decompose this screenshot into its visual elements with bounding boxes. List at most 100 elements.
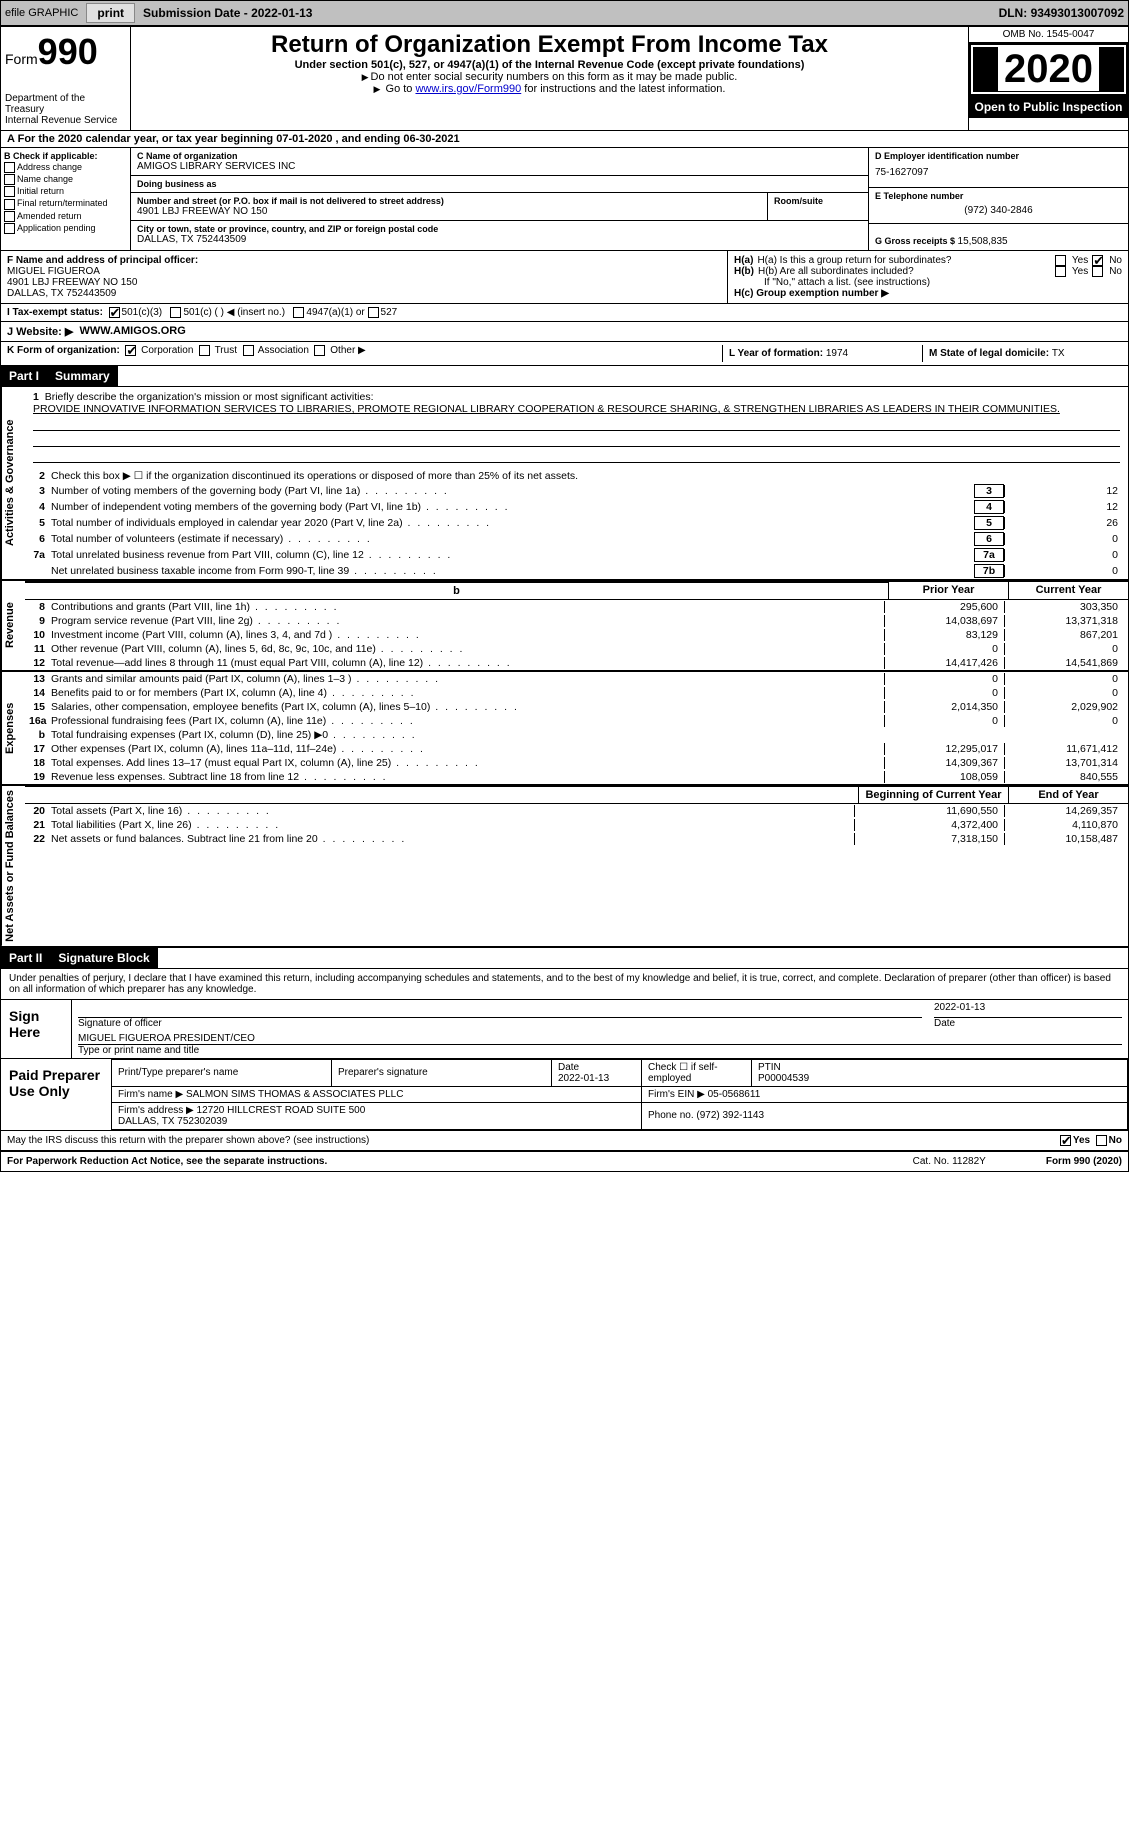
summary-line: 4Number of independent voting members of… [25, 499, 1128, 515]
expenses-section: Expenses 13Grants and similar amounts pa… [1, 670, 1128, 784]
summary-line: 20Total assets (Part X, line 16)11,690,5… [25, 804, 1128, 818]
website-label: J Website: ▶ [7, 325, 73, 338]
name-label: C Name of organization [137, 151, 862, 161]
cb-4947[interactable] [293, 307, 304, 318]
prep-name-label: Print/Type preparer's name [118, 1067, 325, 1078]
hb-no-checkbox[interactable] [1092, 266, 1103, 277]
summary-line: 14Benefits paid to or for members (Part … [25, 686, 1128, 700]
page-footer: For Paperwork Reduction Act Notice, see … [1, 1152, 1128, 1171]
cb-501c[interactable] [170, 307, 181, 318]
ein-label: D Employer identification number [875, 151, 1122, 161]
header-left: Form990 Department of the TreasuryIntern… [1, 27, 131, 130]
line-a: A For the 2020 calendar year, or tax yea… [1, 131, 1128, 148]
box-b-option[interactable]: Amended return [4, 211, 127, 222]
header-center: Return of Organization Exempt From Incom… [131, 27, 968, 130]
cb-corp[interactable] [125, 345, 136, 356]
side-governance: Activities & Governance [1, 387, 25, 579]
addr-value: 4901 LBJ FREEWAY NO 150 [137, 206, 761, 217]
firm-phone: (972) 392-1143 [696, 1110, 764, 1121]
summary-line: 19Revenue less expenses. Subtract line 1… [25, 770, 1128, 784]
room-label: Room/suite [774, 196, 862, 206]
discuss-no-checkbox[interactable] [1096, 1135, 1107, 1146]
cb-501c3[interactable] [109, 307, 120, 318]
dept-label: Department of the TreasuryInternal Reven… [5, 93, 126, 126]
cb-527[interactable] [368, 307, 379, 318]
officer-addr1: 4901 LBJ FREEWAY NO 150 [7, 277, 721, 288]
website-value: WWW.AMIGOS.ORG [79, 325, 185, 338]
print-button[interactable]: print [86, 3, 135, 23]
efile-label: efile GRAPHIC [5, 7, 78, 19]
begin-year-hdr: Beginning of Current Year [858, 787, 1008, 803]
discuss-yes-checkbox[interactable] [1060, 1135, 1071, 1146]
summary-line: 3Number of voting members of the governi… [25, 483, 1128, 499]
cb-assoc[interactable] [243, 345, 254, 356]
dba-label: Doing business as [137, 179, 862, 189]
line-2: Check this box ▶ ☐ if the organization d… [51, 470, 1124, 482]
org-name: AMIGOS LIBRARY SERVICES INC [137, 161, 862, 172]
box-b-option[interactable]: Address change [4, 162, 127, 173]
sig-officer-label: Signature of officer [78, 1018, 922, 1029]
firm-ein: 05-0568611 [708, 1089, 761, 1100]
self-employed: Check ☐ if self-employed [642, 1059, 752, 1086]
hc-label: H(c) Group exemption number ▶ [734, 288, 889, 299]
sign-here-label: Sign Here [1, 1000, 71, 1058]
pra-notice: For Paperwork Reduction Act Notice, see … [7, 1156, 913, 1167]
summary-line: 22Net assets or fund balances. Subtract … [25, 832, 1128, 846]
summary-line: 16aProfessional fundraising fees (Part I… [25, 714, 1128, 728]
omb-number: OMB No. 1545-0047 [969, 27, 1128, 43]
end-year-hdr: End of Year [1008, 787, 1128, 803]
box-b-header: B Check if applicable: [4, 151, 127, 161]
summary-line: 5Total number of individuals employed in… [25, 515, 1128, 531]
header-right: OMB No. 1545-0047 2020 Open to Public In… [968, 27, 1128, 130]
date-label: Date [934, 1018, 1122, 1029]
box-b-option[interactable]: Final return/terminated [4, 198, 127, 209]
box-m: M State of legal domicile: TX [922, 345, 1122, 362]
mission-block: 1 Briefly describe the organization's mi… [25, 387, 1128, 469]
ha-yes-checkbox[interactable] [1055, 255, 1066, 266]
side-expenses: Expenses [1, 672, 25, 784]
gross-label: G Gross receipts $ [875, 236, 958, 246]
row-i: I Tax-exempt status: 501(c)(3) 501(c) ( … [1, 304, 1128, 322]
row-j: J Website: ▶ WWW.AMIGOS.ORG [1, 322, 1128, 342]
summary-line: 7aTotal unrelated business revenue from … [25, 547, 1128, 563]
prep-sig-label: Preparer's signature [338, 1067, 545, 1078]
hb-label: H(b) Are all subordinates included? [758, 266, 1051, 277]
summary-line: bTotal fundraising expenses (Part IX, co… [25, 728, 1128, 742]
governance-section: Activities & Governance 1 Briefly descri… [1, 387, 1128, 579]
sig-date: 2022-01-13 [934, 1002, 1122, 1018]
officer-name: MIGUEL FIGUEROA [7, 266, 721, 277]
gross-value: 15,508,835 [958, 236, 1008, 247]
ptin-value: P00004539 [758, 1073, 809, 1084]
city-label: City or town, state or province, country… [137, 224, 862, 234]
form-label: Form [5, 51, 38, 67]
ha-no-checkbox[interactable] [1092, 255, 1103, 266]
hb-yes-checkbox[interactable] [1055, 266, 1066, 277]
box-b-option[interactable]: Name change [4, 174, 127, 185]
cb-other[interactable] [314, 345, 325, 356]
note-ssn: Do not enter social security numbers on … [135, 71, 964, 83]
dln: DLN: 93493013007092 [999, 6, 1124, 20]
form-ref: Form 990 (2020) [1046, 1156, 1122, 1167]
box-c: C Name of organization AMIGOS LIBRARY SE… [131, 148, 868, 250]
city-value: DALLAS, TX 752443509 [137, 234, 862, 245]
box-l: L Year of formation: 1974 [722, 345, 922, 362]
signature-block: Under penalties of perjury, I declare th… [1, 969, 1128, 1152]
officer-name-title: MIGUEL FIGUEROA PRESIDENT/CEO [78, 1033, 1122, 1045]
cb-trust[interactable] [199, 345, 210, 356]
row-k: K Form of organization: Corporation Trus… [1, 342, 1128, 366]
ha-label: H(a) Is this a group return for subordin… [757, 255, 1050, 266]
revenue-section: Revenue bPrior YearCurrent Year 8Contrib… [1, 579, 1128, 670]
firm-name: SALMON SIMS THOMAS & ASSOCIATES PLLC [186, 1089, 403, 1100]
officer-addr2: DALLAS, TX 752443509 [7, 288, 721, 299]
netassets-section: Net Assets or Fund Balances Beginning of… [1, 784, 1128, 946]
tax-year-box: 2020 [971, 45, 1126, 94]
irs-link[interactable]: www.irs.gov/Form990 [415, 83, 521, 95]
box-b-option[interactable]: Application pending [4, 223, 127, 234]
public-inspection: Open to Public Inspection [969, 96, 1128, 118]
summary-line: Net unrelated business taxable income fr… [25, 563, 1128, 579]
box-b-option[interactable]: Initial return [4, 186, 127, 197]
summary-line: 8Contributions and grants (Part VIII, li… [25, 600, 1128, 614]
declaration-text: Under penalties of perjury, I declare th… [1, 969, 1128, 1000]
summary-line: 12Total revenue—add lines 8 through 11 (… [25, 656, 1128, 670]
box-d-e-g: D Employer identification number 75-1627… [868, 148, 1128, 250]
